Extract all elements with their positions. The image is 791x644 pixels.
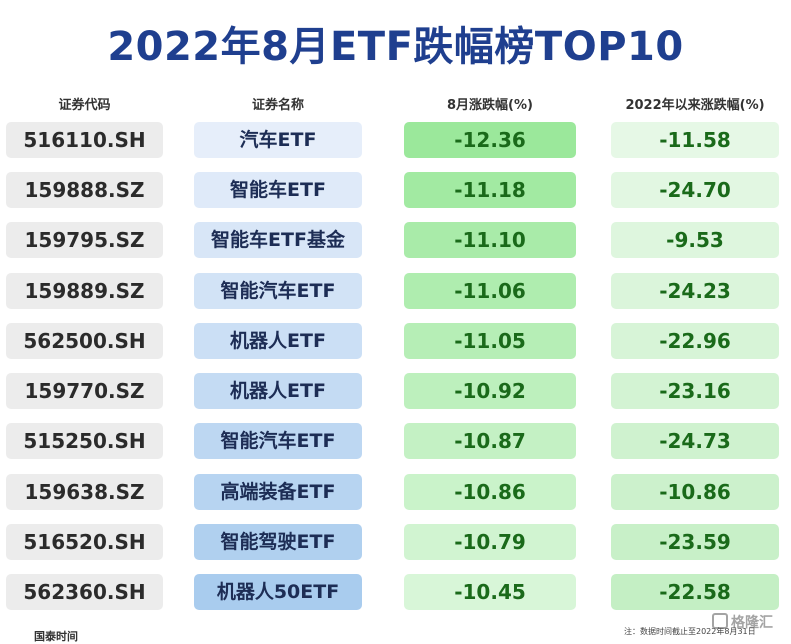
table-row: 159889.SZ 智能汽车ETF -11.06 -24.23 xyxy=(0,273,791,309)
table-row: 159638.SZ 高端装备ETF -10.86 -10.86 xyxy=(0,474,791,510)
name-cell: 高端装备ETF xyxy=(194,474,362,510)
name-cell: 智能驾驶ETF xyxy=(194,524,362,560)
aug-change-cell: -11.06 xyxy=(404,273,576,309)
name-cell: 机器人ETF xyxy=(194,323,362,359)
code-cell: 562500.SH xyxy=(6,323,163,359)
aug-change-cell: -10.79 xyxy=(404,524,576,560)
ytd-change-cell: -24.73 xyxy=(611,423,779,459)
header-code: 证券代码 xyxy=(58,98,111,113)
ytd-change-cell: -9.53 xyxy=(611,222,779,258)
code-cell: 159889.SZ xyxy=(6,273,163,309)
header-aug: 8月涨跌幅(%) xyxy=(447,98,533,113)
watermark-text: 格隆汇 xyxy=(731,615,773,631)
table-row: 562360.SH 机器人50ETF -10.45 -22.58 xyxy=(0,574,791,610)
table-row: 159888.SZ 智能车ETF -11.18 -24.70 xyxy=(0,172,791,208)
code-cell: 562360.SH xyxy=(6,574,163,610)
code-cell: 159795.SZ xyxy=(6,222,163,258)
ytd-change-cell: -23.16 xyxy=(611,373,779,409)
table-row: 562500.SH 机器人ETF -11.05 -22.96 xyxy=(0,323,791,359)
code-cell: 159888.SZ xyxy=(6,172,163,208)
ytd-change-cell: -24.70 xyxy=(611,172,779,208)
code-cell: 159770.SZ xyxy=(6,373,163,409)
ytd-change-cell: -22.58 xyxy=(611,574,779,610)
watermark-logo: 格隆汇 xyxy=(712,612,773,632)
ytd-change-cell: -10.86 xyxy=(611,474,779,510)
ytd-change-cell: -24.23 xyxy=(611,273,779,309)
table-row: 159770.SZ 机器人ETF -10.92 -23.16 xyxy=(0,373,791,409)
footer-note: 注：数据时间截止至2022年8月31日 xyxy=(624,627,756,636)
name-cell: 汽车ETF xyxy=(194,122,362,158)
footer-source: 国泰时间 xyxy=(34,630,78,643)
table-header: 证券代码 证券名称 8月涨跌幅(%) 2022年以来涨跌幅(%) xyxy=(0,94,791,113)
ytd-change-cell: -22.96 xyxy=(611,323,779,359)
aug-change-cell: -12.36 xyxy=(404,122,576,158)
aug-change-cell: -10.45 xyxy=(404,574,576,610)
header-name: 证券名称 xyxy=(251,98,304,113)
code-cell: 516110.SH xyxy=(6,122,163,158)
table-row: 516520.SH 智能驾驶ETF -10.79 -23.59 xyxy=(0,524,791,560)
ytd-change-cell: -23.59 xyxy=(611,524,779,560)
page-title: 2022年8月ETF跌幅榜TOP10 xyxy=(107,24,684,70)
table-row: 159795.SZ 智能车ETF基金 -11.10 -9.53 xyxy=(0,222,791,258)
aug-change-cell: -10.86 xyxy=(404,474,576,510)
code-cell: 159638.SZ xyxy=(6,474,163,510)
aug-change-cell: -11.05 xyxy=(404,323,576,359)
name-cell: 机器人50ETF xyxy=(194,574,362,610)
table-row: 515250.SH 智能汽车ETF -10.87 -24.73 xyxy=(0,423,791,459)
code-cell: 516520.SH xyxy=(6,524,163,560)
aug-change-cell: -10.87 xyxy=(404,423,576,459)
code-cell: 515250.SH xyxy=(6,423,163,459)
name-cell: 智能车ETF基金 xyxy=(194,222,362,258)
aug-change-cell: -11.10 xyxy=(404,222,576,258)
header-ytd: 2022年以来涨跌幅(%) xyxy=(625,98,765,113)
name-cell: 智能汽车ETF xyxy=(194,273,362,309)
table-row: 516110.SH 汽车ETF -12.36 -11.58 xyxy=(0,122,791,158)
aug-change-cell: -11.18 xyxy=(404,172,576,208)
name-cell: 机器人ETF xyxy=(194,373,362,409)
ytd-change-cell: -11.58 xyxy=(611,122,779,158)
logo-icon xyxy=(712,613,728,629)
name-cell: 智能汽车ETF xyxy=(194,423,362,459)
aug-change-cell: -10.92 xyxy=(404,373,576,409)
name-cell: 智能车ETF xyxy=(194,172,362,208)
